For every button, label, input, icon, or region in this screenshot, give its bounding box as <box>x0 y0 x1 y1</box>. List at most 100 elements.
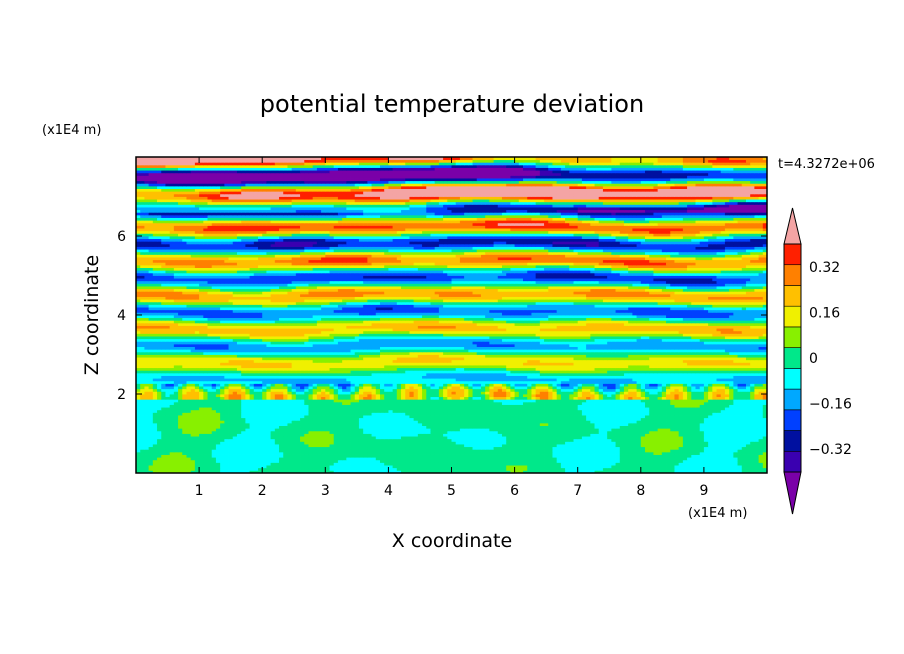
field-cell <box>367 430 372 434</box>
field-cell <box>169 409 175 413</box>
field-cell <box>501 420 507 424</box>
field-cell <box>279 451 284 455</box>
field-cell <box>699 436 705 440</box>
field-cell <box>169 422 175 426</box>
field-cell <box>169 383 175 387</box>
field-cell <box>447 409 452 413</box>
field-cell <box>346 441 351 445</box>
field-cell <box>140 430 145 434</box>
field-cell <box>695 396 701 400</box>
field-cell <box>724 430 730 434</box>
field-cell <box>157 386 162 390</box>
field-cell <box>632 444 637 448</box>
field-cell <box>350 457 356 461</box>
field-cell <box>396 422 402 426</box>
field-cell <box>257 465 263 469</box>
field-cell <box>539 457 545 461</box>
field-cell <box>388 467 394 471</box>
field-cell <box>443 404 448 408</box>
field-cell <box>741 415 747 419</box>
field-cell <box>190 438 196 442</box>
field-cell <box>304 404 309 408</box>
field-cell <box>729 417 734 421</box>
field-cell <box>232 441 238 445</box>
field-cell <box>148 412 154 416</box>
field-cell <box>241 428 246 432</box>
field-cell <box>632 404 637 408</box>
field-cell <box>628 401 633 405</box>
field-cell <box>165 383 171 387</box>
field-cell <box>573 438 579 442</box>
field-cell <box>316 417 322 421</box>
field-cell <box>405 425 410 429</box>
field-cell <box>287 462 293 466</box>
field-cell <box>169 388 175 392</box>
field-cell <box>434 441 440 445</box>
field-cell <box>762 409 767 413</box>
field-cell <box>379 386 385 390</box>
field-cell <box>249 457 255 461</box>
field-cell <box>279 457 284 461</box>
field-cell <box>476 422 482 426</box>
field-cell <box>178 467 183 471</box>
field-cell <box>527 412 532 416</box>
field-cell <box>199 430 204 434</box>
field-cell <box>548 467 553 471</box>
field-cell <box>468 446 473 450</box>
field-cell <box>451 420 457 424</box>
field-cell <box>687 462 692 466</box>
field-cell <box>396 401 402 405</box>
field-cell <box>245 454 250 458</box>
field-cell <box>569 412 574 416</box>
field-cell <box>712 415 717 419</box>
field-cell <box>316 438 322 442</box>
field-cell <box>678 415 684 419</box>
field-cell <box>291 399 297 403</box>
field-cell <box>325 425 330 429</box>
field-cell <box>228 436 234 440</box>
field-cell <box>556 394 562 398</box>
field-cell <box>556 454 562 458</box>
field-cell <box>321 459 326 463</box>
field-cell <box>531 433 537 437</box>
field-cell <box>388 446 394 450</box>
field-cell <box>401 430 406 434</box>
field-cell <box>291 383 297 387</box>
field-cell <box>552 433 558 437</box>
field-cell <box>396 457 402 461</box>
field-cell <box>270 396 276 400</box>
field-cell <box>136 465 141 469</box>
field-cell <box>228 404 234 408</box>
field-cell <box>384 428 389 432</box>
field-cell <box>480 451 486 455</box>
field-cell <box>581 422 587 426</box>
field-cell <box>581 441 587 445</box>
field-cell <box>619 438 625 442</box>
field-cell <box>590 425 595 429</box>
field-cell <box>413 451 419 455</box>
field-cell <box>510 459 515 463</box>
field-cell <box>342 449 347 453</box>
field-cell <box>708 444 713 448</box>
field-cell <box>342 420 347 424</box>
field-cell <box>182 412 187 416</box>
field-cell <box>190 404 196 408</box>
field-cell <box>451 467 457 471</box>
field-cell <box>287 457 293 461</box>
field-cell <box>194 430 200 434</box>
field-cell <box>569 391 574 395</box>
field-cell <box>379 438 385 442</box>
field-cell <box>649 441 654 445</box>
field-cell <box>199 391 204 395</box>
field-cell <box>472 436 478 440</box>
field-cell <box>173 451 179 455</box>
field-cell <box>455 470 461 473</box>
field-cell <box>699 457 705 461</box>
field-cell <box>514 428 520 432</box>
field-cell <box>169 430 175 434</box>
field-cell <box>636 396 642 400</box>
field-cell <box>169 394 175 398</box>
field-cell <box>443 470 448 473</box>
field-cell <box>653 391 659 395</box>
field-cell <box>245 441 250 445</box>
